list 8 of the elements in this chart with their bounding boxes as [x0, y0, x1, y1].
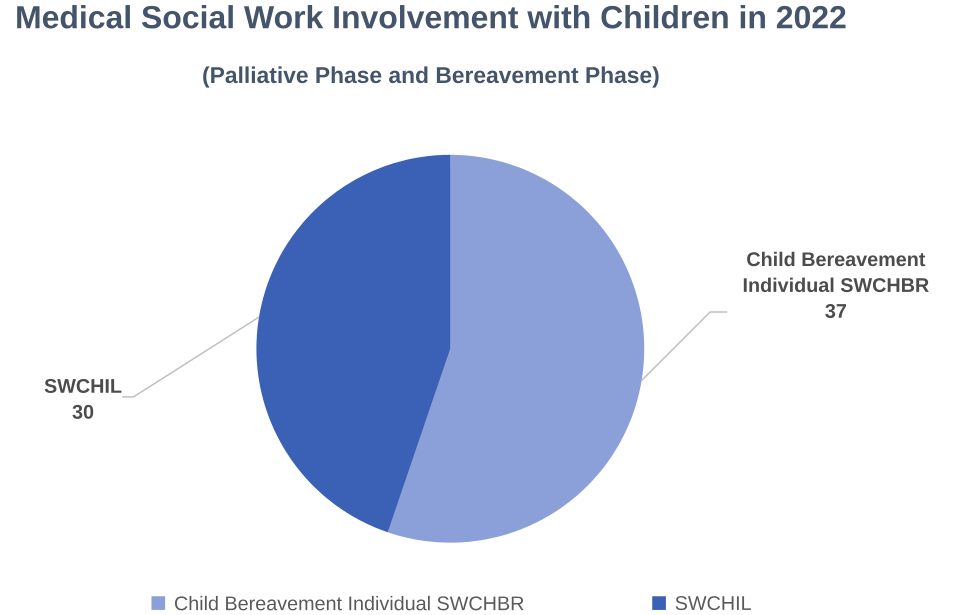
- slice-label: SWCHIL: [44, 378, 122, 393]
- slice-label: Child Bereavement Individual SWCHBR: [744, 252, 929, 292]
- legend-label: SWCHIL: [676, 596, 751, 610]
- chart-title: Medical Social Work Involvement with Children in 2022: [17, 4, 846, 28]
- chart-subtitle: (Palliative Phase and Bereavement Phase): [203, 66, 659, 88]
- legend-label: Child Bereavement Individual SWCHBR: [174, 596, 524, 610]
- data-label: 30: [72, 404, 94, 419]
- data-label: 37: [825, 304, 846, 318]
